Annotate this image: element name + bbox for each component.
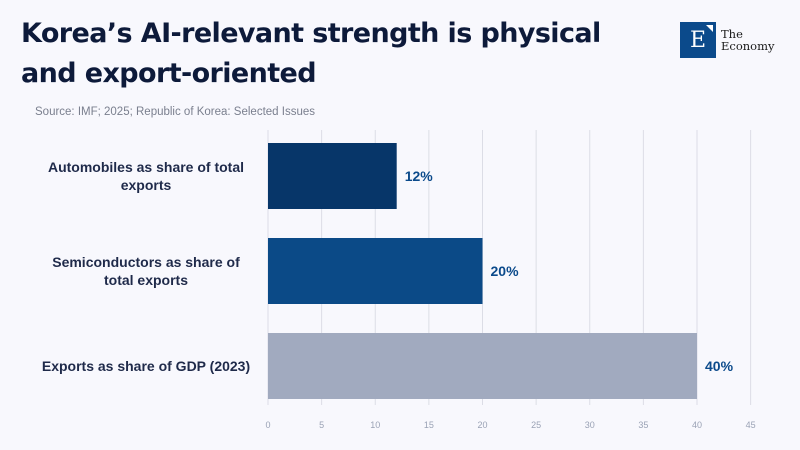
bar [268, 333, 697, 399]
category-label-line: exports [121, 177, 172, 193]
source-note: Source: IMF; 2025; Republic of Korea: Se… [35, 106, 315, 118]
bar [268, 238, 483, 304]
the-economy-logo-icon: E [680, 22, 716, 58]
category-label-line: Automobiles as share of total [48, 159, 244, 175]
category-label: Exports as share of GDP (2023) [42, 358, 250, 374]
x-tick-label: 30 [585, 420, 595, 430]
x-tick-label: 45 [746, 420, 756, 430]
category-label: Automobiles as share of total exports [48, 159, 244, 193]
x-tick-label: 25 [531, 420, 541, 430]
x-tick-label: 10 [370, 420, 380, 430]
chart-title: Korea’s AI-relevant strength is physical… [21, 18, 601, 89]
category-label-line: Semiconductors as share of [52, 254, 240, 270]
logo-line-1: The [721, 27, 743, 41]
value-label: 20% [491, 263, 520, 279]
logo-line-2: Economy [721, 39, 775, 53]
x-tick-label: 5 [319, 420, 324, 430]
category-label-line: total exports [104, 272, 188, 288]
value-label: 12% [405, 168, 434, 184]
value-label: 40% [705, 358, 734, 374]
x-tick-label: 0 [265, 420, 270, 430]
x-tick-label: 40 [692, 420, 702, 430]
bars [268, 143, 697, 399]
x-tick-label: 20 [477, 420, 487, 430]
category-labels: Automobiles as share of total exports Semi… [42, 159, 250, 374]
x-axis-ticks: 0 5 10 15 20 25 30 35 40 45 [265, 420, 755, 430]
category-label-line: Exports as share of GDP (2023) [42, 358, 250, 374]
category-label: Semiconductors as share of total exports [52, 254, 240, 288]
brand-logo[interactable]: E The Economy [680, 22, 775, 58]
logo-wordmark: The Economy [721, 28, 775, 52]
x-tick-label: 15 [424, 420, 434, 430]
value-labels: 12% 20% 40% [405, 168, 734, 374]
x-tick-label: 35 [638, 420, 648, 430]
bar [268, 143, 397, 209]
